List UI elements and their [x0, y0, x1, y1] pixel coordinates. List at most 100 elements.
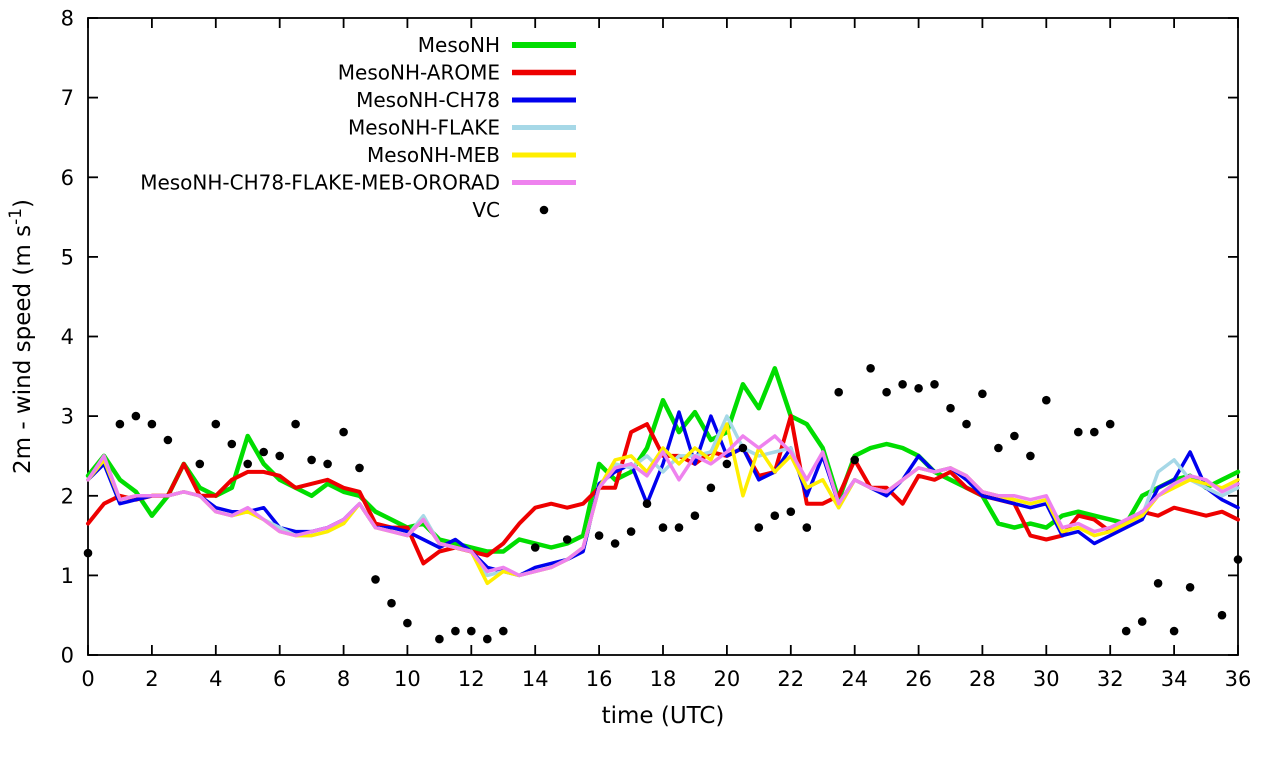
scatter-point [690, 511, 700, 520]
scatter-point [403, 618, 412, 628]
scatter-point [1074, 427, 1083, 437]
scatter-point [594, 531, 604, 540]
legend-label: MesoNH-MEB [367, 143, 500, 167]
scatter-point [562, 535, 572, 544]
scatter-point [115, 419, 125, 429]
x-tick-label: 10 [394, 667, 421, 691]
y-tick-label: 4 [61, 325, 74, 349]
legend-label: MesoNH [418, 33, 500, 57]
x-tick-label: 4 [209, 667, 222, 691]
scatter-point [1169, 626, 1179, 636]
y-tick-label: 7 [61, 86, 74, 110]
scatter-point [722, 459, 732, 469]
scatter-point [291, 419, 300, 429]
scatter-point [1090, 427, 1099, 437]
x-tick-label: 36 [1225, 667, 1252, 691]
scatter-point [706, 483, 716, 493]
scatter-point [610, 539, 620, 548]
scatter-point [371, 575, 380, 584]
x-tick-label: 32 [1097, 667, 1124, 691]
scatter-point [355, 463, 364, 473]
scatter-point [163, 435, 173, 445]
plot-frame [87, 17, 1239, 656]
scatter-point [1042, 395, 1051, 405]
scatter-point [387, 598, 396, 608]
legend-label: MesoNH-FLAKE [348, 116, 500, 140]
legend: MesoNH MesoNH-AROME MesoNH-CH78 MesoNH-FLAK… [140, 33, 576, 222]
y-tick-label: 3 [61, 405, 74, 429]
series-line-MesoNH-CH78 [86, 410, 1240, 578]
scatter-point [882, 387, 891, 397]
x-tick-label: 20 [714, 667, 741, 691]
scatter-point [1105, 419, 1115, 429]
scatter-point [866, 364, 875, 373]
x-tick-label: 16 [586, 667, 613, 691]
scatter-point [658, 523, 668, 532]
legend-label: MesoNH-CH78 [356, 88, 500, 112]
series-line-MesoNH-AROME [86, 414, 1240, 566]
legend-label: MesoNH-AROME [338, 61, 500, 85]
series-line-MesoNH [85, 366, 1241, 554]
y-tick-label: 6 [61, 166, 74, 190]
x-tick-label: 0 [81, 667, 94, 691]
x-tick-label: 30 [1033, 667, 1060, 691]
scatter-point [131, 411, 141, 421]
scatter-point [994, 443, 1003, 453]
legend-label: VC [472, 198, 500, 222]
x-tick-label: 12 [458, 667, 485, 691]
x-tick-label: 22 [777, 667, 804, 691]
scatter-point [914, 384, 923, 393]
x-tick-label: 2 [145, 667, 158, 691]
x-tick-label: 14 [522, 667, 549, 691]
scatter-series-VC [83, 364, 1243, 644]
scatter-point [467, 626, 476, 636]
legend-label: MesoNH-CH78-FLAKE-MEB-ORORAD [140, 171, 500, 195]
scatter-point [435, 634, 444, 644]
scatter-point [1217, 610, 1227, 620]
scatter-point [834, 387, 843, 397]
x-tick-label: 28 [969, 667, 996, 691]
scatter-point [227, 439, 237, 449]
scatter-point [1121, 626, 1131, 636]
y-tick-label: 5 [61, 245, 74, 269]
scatter-point [1185, 583, 1195, 592]
scatter-point [211, 419, 221, 429]
scatter-point [243, 459, 252, 469]
y-tick-label: 1 [61, 564, 74, 588]
y-tick-label: 2 [61, 484, 74, 508]
scatter-point [626, 527, 636, 536]
scatter-point [259, 447, 269, 457]
scatter-point [850, 455, 859, 465]
scatter-point [339, 427, 348, 437]
scatter-point [1026, 451, 1035, 461]
series-line-MesoNH-FLAKE [86, 414, 1240, 578]
scatter-point [323, 459, 332, 469]
scatter-point [499, 626, 508, 636]
series-line-MesoNH-CH78-FLAKE-MEB-ORORAD [86, 434, 1240, 578]
x-tick-label: 26 [905, 667, 932, 691]
scatter-point [195, 459, 205, 469]
scatter-point [946, 403, 955, 413]
x-axis-label: time (UTC) [602, 703, 725, 729]
scatter-point [275, 451, 285, 461]
scatter-point [674, 523, 684, 532]
scatter-point [1233, 555, 1243, 564]
x-tick-label: 24 [841, 667, 868, 691]
x-tick-label: 18 [650, 667, 677, 691]
x-tick-label: 8 [337, 667, 350, 691]
scatter-point [930, 380, 939, 389]
scatter-point [770, 511, 780, 520]
scatter-point [83, 548, 93, 558]
scatter-point [1010, 431, 1019, 441]
x-tick-label: 6 [273, 667, 286, 691]
series-line-MesoNH-MEB [86, 422, 1240, 586]
y-tick-label: 8 [61, 7, 74, 31]
x-tick-label: 34 [1161, 667, 1188, 691]
scatter-point [1137, 617, 1147, 626]
scatter-point [962, 419, 971, 429]
scatter-point [642, 499, 652, 509]
scatter-point [898, 380, 907, 389]
scatter-point [530, 543, 540, 552]
